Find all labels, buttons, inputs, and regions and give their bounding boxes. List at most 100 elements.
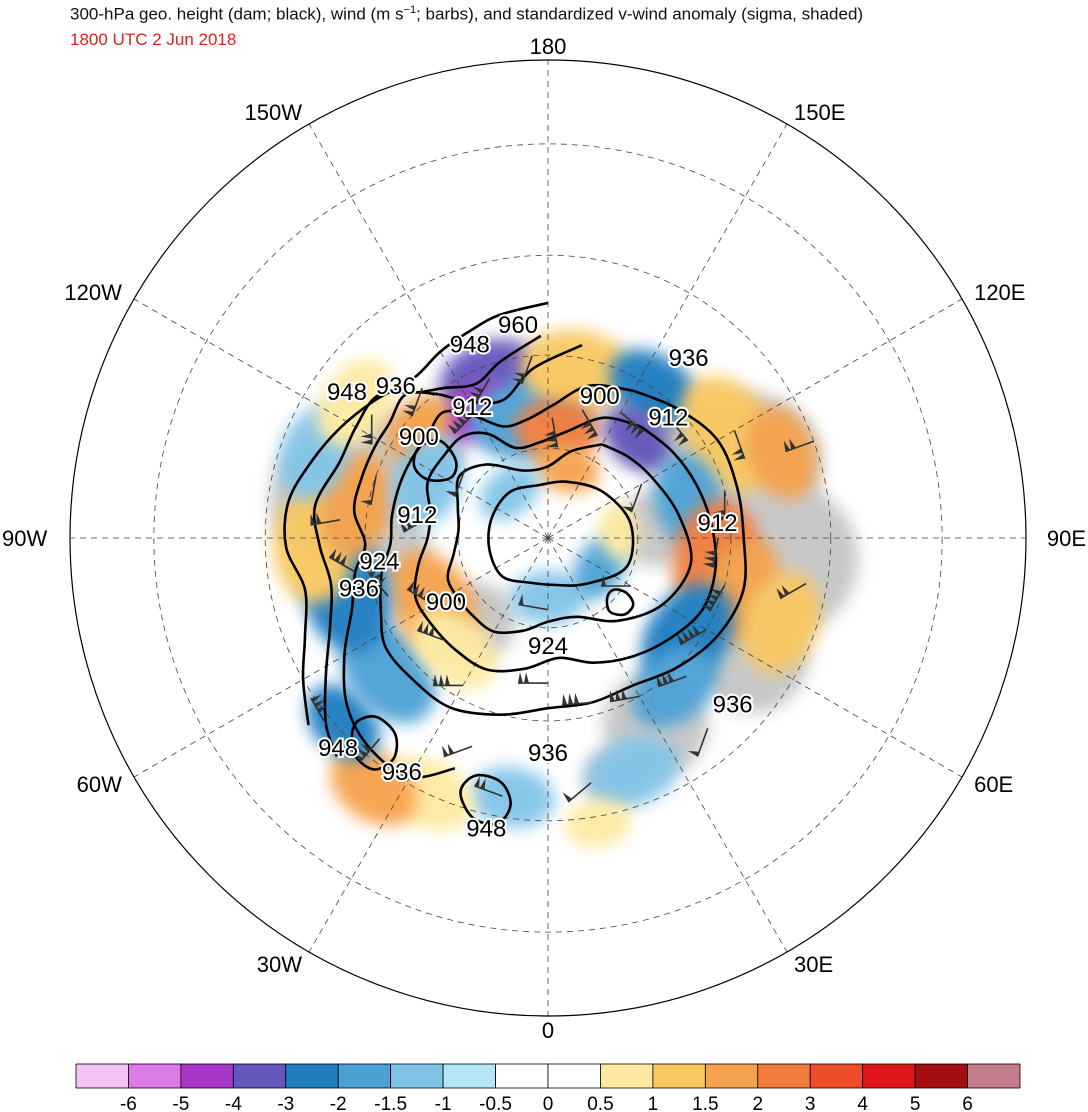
wind-barb xyxy=(518,672,548,684)
contour-label: 900 xyxy=(426,589,466,616)
longitude-label: 60W xyxy=(77,772,122,797)
latitude-circle xyxy=(264,254,832,822)
anomaly-shading xyxy=(586,736,680,807)
wind-barb xyxy=(310,512,341,526)
height-contour xyxy=(605,588,635,617)
colorbar-box xyxy=(232,1063,287,1089)
anomaly-shading xyxy=(533,444,600,493)
colorbar-tick-label: 1.5 xyxy=(692,1094,718,1112)
colorbar-tick-label: 0.5 xyxy=(587,1094,613,1112)
meridian-line xyxy=(133,537,549,778)
colorbar-tick-label: -2 xyxy=(330,1094,347,1112)
colorbar-tick-label: -3 xyxy=(277,1094,294,1112)
anomaly-shading xyxy=(746,406,817,500)
contour-label: 924 xyxy=(359,549,399,576)
wind-barb xyxy=(416,620,446,642)
contour-label: 936 xyxy=(528,740,568,767)
height-contour xyxy=(412,439,458,483)
wind-barb xyxy=(667,417,689,447)
anomaly-shading xyxy=(316,359,395,447)
colorbar-box xyxy=(704,1063,759,1089)
wind-barb xyxy=(442,743,473,758)
contour-label: 948 xyxy=(466,815,506,842)
wind-barb xyxy=(776,582,807,600)
anomaly-shading xyxy=(603,406,671,472)
colorbar-tick-label: -1 xyxy=(435,1094,452,1112)
colorbar-box xyxy=(862,1063,916,1089)
chart-title: 300-hPa geo. height (dam; black), wind (… xyxy=(70,4,864,24)
longitude-labels: 180 150E 120E 90E 60E 30E 0 30W 60W 90W 120W 150W xyxy=(2,34,1086,1043)
wind-barb xyxy=(702,537,719,568)
colorbar-box xyxy=(547,1063,601,1089)
contour-label: 912 xyxy=(648,405,688,432)
wind-barb xyxy=(353,738,381,763)
colorbar-tick-label: 4 xyxy=(857,1094,868,1112)
colorbar-box xyxy=(757,1063,811,1089)
colorbar-tick-label: 2 xyxy=(752,1094,763,1112)
colorbar-box xyxy=(967,1063,1021,1089)
anomaly-shading xyxy=(599,503,640,561)
contour-label: 948 xyxy=(318,735,358,762)
graticule xyxy=(70,60,1026,1016)
colorbar-box xyxy=(809,1063,864,1089)
longitude-label: 30E xyxy=(794,952,833,977)
colorbar-box xyxy=(600,1063,654,1089)
colorbar-tick-label: -1.5 xyxy=(374,1094,407,1112)
contour-label: 960 xyxy=(498,312,538,339)
colorbar-tick-label: -5 xyxy=(172,1094,189,1112)
map-border xyxy=(69,59,1027,1017)
colorbar-box xyxy=(285,1063,339,1089)
meridian-line xyxy=(547,537,963,778)
wind-barb xyxy=(445,468,466,497)
anomaly-shading xyxy=(520,329,635,412)
height-contour xyxy=(487,480,635,587)
contour-label: 936 xyxy=(339,576,379,603)
longitude-label: 90W xyxy=(2,526,47,551)
wind-barb xyxy=(360,414,373,445)
longitude-label: 150E xyxy=(794,100,845,125)
contour-label: 912 xyxy=(397,502,437,529)
contour-label: 936 xyxy=(382,759,422,786)
wind-barb xyxy=(609,688,640,703)
wind-barb xyxy=(656,671,687,688)
wind-barb xyxy=(432,674,463,687)
meridian-line xyxy=(308,537,549,953)
contour-label: 924 xyxy=(528,633,568,660)
meridian-line xyxy=(547,298,963,539)
height-contour xyxy=(379,383,747,717)
colorbar-tick-label: 6 xyxy=(962,1094,973,1112)
wind-barb xyxy=(447,411,476,435)
anomaly-shading xyxy=(468,767,555,828)
anomaly-shading xyxy=(631,647,717,728)
wind-barb xyxy=(601,575,632,587)
longitude-label: 90E xyxy=(1047,526,1086,551)
wind-barb xyxy=(328,548,356,573)
wind-barb xyxy=(368,567,389,597)
wind-barb xyxy=(621,483,643,513)
longitude-label: 180 xyxy=(530,34,567,59)
contour-label: 936 xyxy=(376,373,416,400)
wind-barb xyxy=(687,728,709,757)
contour-label: 900 xyxy=(399,424,439,451)
height-contour xyxy=(459,773,512,826)
longitude-label: 120W xyxy=(64,280,122,305)
longitude-label: 0 xyxy=(542,1018,554,1043)
colorbar: -6 -5 -4 -3 -2 -1.5 -1 -0.5 0 0.5 1 1.5 2 3 4 5 6 xyxy=(75,1063,1021,1112)
chart-subtitle: 1800 UTC 2 Jun 2018 xyxy=(70,30,237,49)
wind-barb xyxy=(512,355,533,385)
height-contour xyxy=(350,715,399,771)
contour-label: 912 xyxy=(698,510,738,537)
colorbar-boxes xyxy=(75,1063,1021,1089)
wind-barb xyxy=(518,594,549,611)
wind-barb xyxy=(562,782,592,803)
wind-barb xyxy=(676,624,707,646)
colorbar-labels: -6 -5 -4 -3 -2 -1.5 -1 -0.5 0 0.5 1 1.5 2 3 4 5 6 xyxy=(120,1094,973,1112)
height-contour xyxy=(312,334,542,758)
longitude-label: 60E xyxy=(974,772,1013,797)
colorbar-box xyxy=(180,1063,234,1089)
wind-barb xyxy=(701,584,726,612)
meridian-line xyxy=(133,298,549,539)
longitude-label: 30W xyxy=(257,952,302,977)
contour-label: 936 xyxy=(713,691,753,718)
